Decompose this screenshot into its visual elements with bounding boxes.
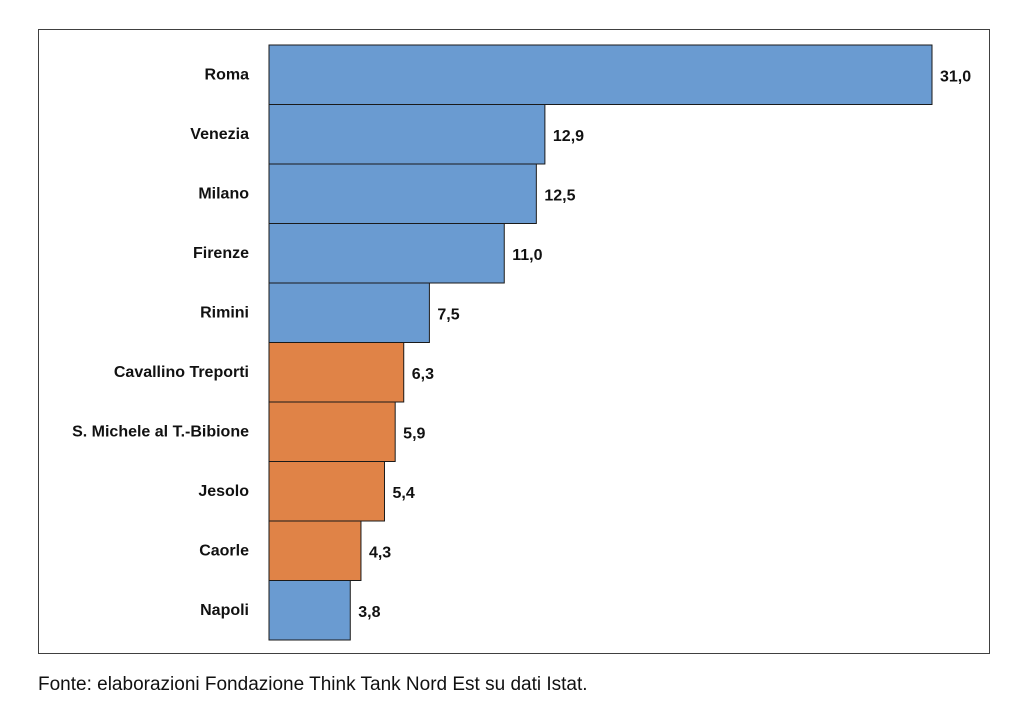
bar-3 bbox=[268, 223, 505, 284]
value-label: 11,0 bbox=[512, 247, 542, 264]
category-label: S. Michele al T.-Bibione bbox=[72, 423, 249, 440]
bar-5 bbox=[268, 342, 405, 403]
value-label: 31,0 bbox=[940, 68, 971, 85]
category-label: Napoli bbox=[200, 602, 249, 619]
value-label: 12,5 bbox=[544, 187, 575, 204]
bar-chart: Roma 31,0 Venezia 12,9 Milano 12,5 Firenze 11,0… bbox=[72, 44, 971, 641]
category-label: Firenze bbox=[193, 245, 249, 262]
bar-1 bbox=[268, 104, 546, 165]
bar-6 bbox=[268, 401, 396, 462]
category-label: Caorle bbox=[199, 542, 249, 559]
source-note: Fonte: elaborazioni Fondazione Think Tan… bbox=[38, 674, 588, 695]
bar-7 bbox=[268, 461, 385, 522]
category-label: Jesolo bbox=[198, 483, 249, 500]
category-label: Rimini bbox=[200, 304, 249, 321]
category-label: Venezia bbox=[190, 126, 249, 143]
category-label: Cavallino Treporti bbox=[114, 364, 249, 381]
bar-2 bbox=[268, 163, 537, 224]
bar-0 bbox=[268, 44, 933, 105]
bar-4 bbox=[268, 282, 430, 343]
value-label: 4,3 bbox=[369, 544, 391, 561]
category-label: Roma bbox=[205, 66, 250, 83]
value-label: 3,8 bbox=[358, 604, 380, 621]
bar-9 bbox=[268, 580, 351, 641]
category-label: Milano bbox=[198, 185, 249, 202]
bar-8 bbox=[268, 520, 362, 581]
value-label: 7,5 bbox=[437, 306, 459, 323]
value-label: 6,3 bbox=[412, 366, 434, 383]
value-label: 12,9 bbox=[553, 128, 584, 145]
value-label: 5,4 bbox=[392, 485, 414, 502]
value-label: 5,9 bbox=[403, 425, 425, 442]
chart-frame: Roma 31,0 Venezia 12,9 Milano 12,5 Firenze 11,0… bbox=[38, 29, 990, 654]
